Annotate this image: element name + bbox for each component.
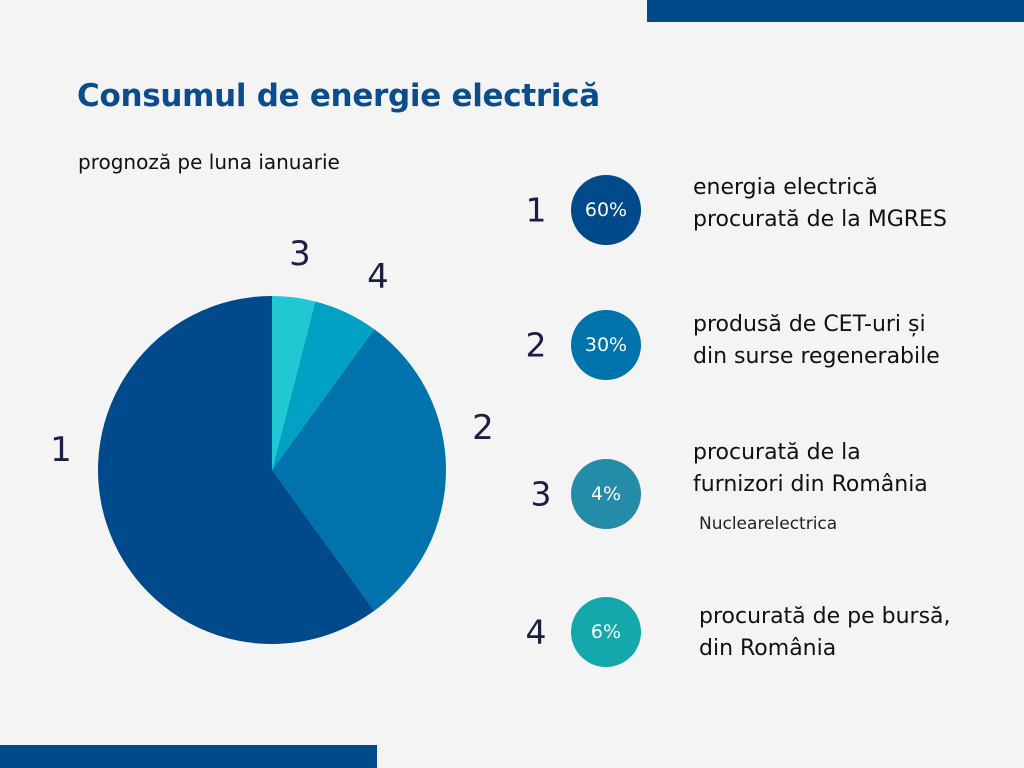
- legend-percent-badge: 60%: [571, 175, 641, 245]
- legend-description-3: procurată de la furnizori din România: [693, 437, 928, 501]
- legend-percent-badge: 4%: [571, 459, 641, 529]
- decor-bar-top: [647, 0, 1024, 22]
- legend-line: energia electrică: [693, 175, 878, 200]
- page-subtitle: prognoză pe luna ianuarie: [78, 150, 340, 174]
- legend-line: din România: [699, 636, 837, 661]
- pie-slice-1: [97, 296, 375, 644]
- legend-percent-badge: 6%: [571, 597, 641, 667]
- legend-number: 4: [525, 612, 547, 652]
- legend-line: produsă de CET-uri și: [693, 312, 926, 337]
- legend-line: procurată de la: [693, 440, 861, 465]
- pie-slice-3: [272, 296, 316, 470]
- legend-line: furnizori din România: [693, 472, 928, 497]
- legend-note-nuclearelectrica: Nuclearelectrica: [699, 514, 838, 534]
- legend-description-2: produsă de CET-uri și din surse regenera…: [693, 309, 940, 373]
- legend-line: procurată de la MGRES: [693, 207, 947, 232]
- legend-number: 1: [525, 190, 547, 230]
- legend-description-4: procurată de pe bursă, din România: [699, 601, 951, 665]
- legend-number: 3: [530, 474, 552, 514]
- legend-percent-badge: 30%: [571, 310, 641, 380]
- pie-label-2: 2: [472, 408, 494, 448]
- pie-slice-4: [272, 301, 375, 470]
- legend-number: 2: [525, 325, 547, 365]
- pie-label-3: 3: [289, 234, 311, 274]
- page-title: Consumul de energie electrică: [77, 78, 600, 114]
- pie-slice-2: [272, 329, 446, 611]
- pie-label-4: 4: [367, 257, 389, 297]
- decor-bar-bottom: [0, 745, 377, 768]
- legend-line: procurată de pe bursă,: [699, 604, 951, 629]
- pie-label-1: 1: [50, 430, 72, 470]
- legend-line: din surse regenerabile: [693, 344, 940, 369]
- legend-description-1: energia electrică procurată de la MGRES: [693, 172, 947, 236]
